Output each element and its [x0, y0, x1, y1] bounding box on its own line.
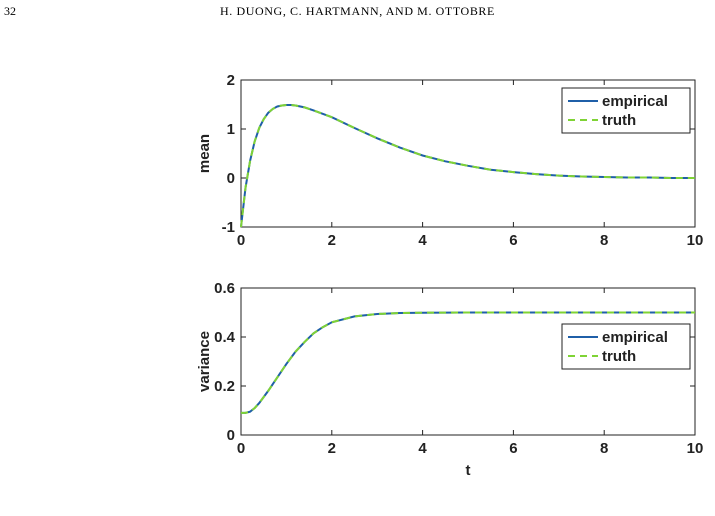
chart-panel-2: 0 2 4 6 8 10 0 0.2 0.4 0.6 variance t empirical truth — [196, 280, 703, 479]
series-line-empirical — [241, 311, 695, 414]
legend-box — [561, 323, 691, 370]
x-tick-label: 2 — [328, 440, 336, 457]
y-tick-label: 0 — [227, 427, 235, 444]
x-tick-label: 6 — [509, 440, 517, 457]
y-tick-label: 0 — [227, 170, 235, 187]
legend-label-empirical: empirical — [602, 329, 668, 346]
axes-box — [240, 287, 696, 436]
legend-label-truth: truth — [602, 348, 636, 365]
y-tick-label: 0.2 — [214, 378, 235, 395]
y-tick-label: 0.6 — [214, 280, 235, 297]
x-axis-label: t — [466, 462, 471, 479]
legend: empirical truth — [561, 323, 691, 370]
y-tick-label: -1 — [222, 219, 235, 236]
partial-caption-line — [0, 486, 715, 516]
x-tick-label: 8 — [600, 440, 608, 457]
x-tick-label: 8 — [600, 232, 608, 249]
legend-label-empirical: empirical — [602, 93, 668, 110]
y-tick-label: 2 — [227, 72, 235, 89]
axes-box — [240, 79, 696, 228]
page-number: 32 — [4, 4, 16, 18]
x-tick-label: 0 — [237, 440, 245, 457]
y-tick-label: 1 — [227, 121, 235, 138]
running-head: H. DUONG, C. HARTMANN, AND M. OTTOBRE — [220, 4, 495, 18]
y-axis-label: mean — [196, 134, 213, 173]
x-tick-label: 2 — [328, 232, 336, 249]
x-tick-label: 10 — [687, 232, 704, 249]
x-tick-label: 4 — [418, 440, 427, 457]
x-tick-label: 10 — [687, 440, 704, 457]
legend-label-truth: truth — [602, 112, 636, 129]
x-tick-label: 4 — [418, 232, 427, 249]
legend: empirical truth — [561, 87, 691, 134]
y-axis-label: variance — [196, 331, 213, 392]
legend-box — [561, 87, 691, 134]
series-line-truth — [240, 104, 695, 228]
x-tick-label: 0 — [237, 232, 245, 249]
y-tick-label: 0.4 — [214, 329, 236, 346]
x-tick-label: 6 — [509, 232, 517, 249]
